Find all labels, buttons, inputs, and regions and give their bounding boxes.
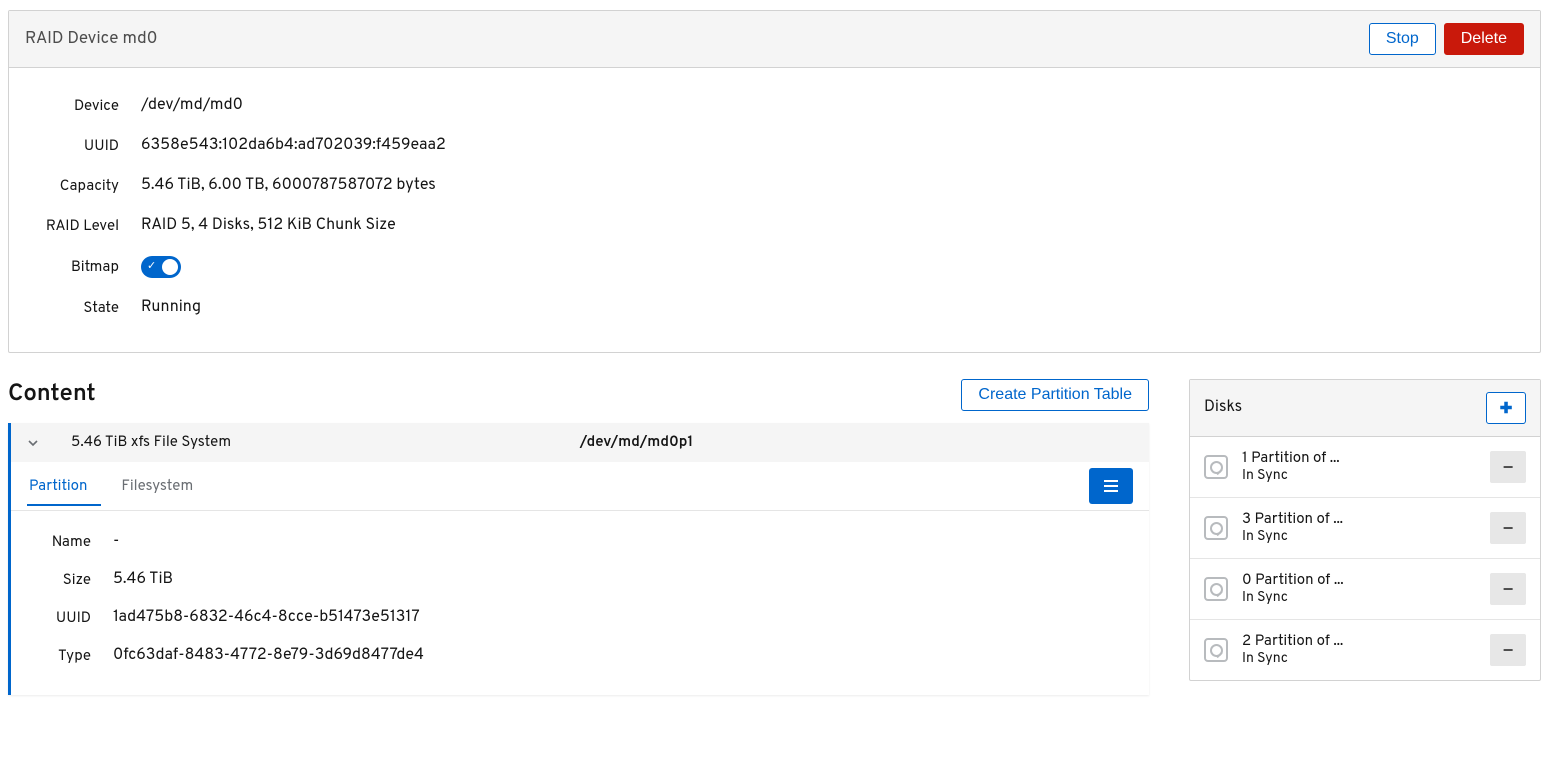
field-state: State Running bbox=[29, 288, 1520, 328]
disks-header: Disks ✚ bbox=[1190, 380, 1540, 437]
raidlevel-value: RAID 5, 4 Disks, 512 KiB Chunk Size bbox=[141, 216, 396, 236]
chevron-down-icon[interactable] bbox=[27, 437, 47, 449]
disks-title: Disks bbox=[1204, 398, 1242, 418]
disk-text: 3 Partition of ...In Sync bbox=[1242, 510, 1476, 546]
disk-item[interactable]: 2 Partition of ...In Sync − bbox=[1190, 620, 1540, 680]
tab-partition[interactable]: Partition bbox=[27, 467, 101, 506]
content-panel: 5.46 TiB xfs File System /dev/md/md0p1 P… bbox=[8, 423, 1149, 695]
minus-icon: − bbox=[1503, 518, 1514, 539]
partition-name-label: Name bbox=[31, 533, 91, 552]
partition-uuid: UUID 1ad475b8-6832-46c4-8cce-b51473e5131… bbox=[31, 599, 1129, 637]
disk-item[interactable]: 1 Partition of ...In Sync − bbox=[1190, 437, 1540, 498]
remove-disk-button[interactable]: − bbox=[1490, 634, 1526, 666]
disk-text: 2 Partition of ...In Sync bbox=[1242, 632, 1476, 668]
disk-title: 1 Partition of ... bbox=[1242, 449, 1476, 468]
harddisk-icon bbox=[1204, 516, 1228, 540]
disk-status: In Sync bbox=[1242, 651, 1476, 668]
add-disk-button[interactable]: ✚ bbox=[1486, 392, 1526, 424]
capacity-value: 5.46 TiB, 6.00 TB, 6000787587072 bytes bbox=[141, 176, 436, 196]
toggle-knob bbox=[162, 259, 178, 275]
bitmap-toggle[interactable]: ✓ bbox=[141, 256, 181, 278]
raid-title: RAID Device md0 bbox=[25, 28, 158, 50]
partition-uuid-value: 1ad475b8-6832-46c4-8cce-b51473e51317 bbox=[113, 608, 420, 628]
minus-icon: − bbox=[1503, 579, 1514, 600]
content-column: Content Create Partition Table 5.46 TiB … bbox=[8, 379, 1149, 695]
partition-type-label: Type bbox=[31, 647, 91, 666]
capacity-label: Capacity bbox=[29, 177, 119, 196]
harddisk-icon bbox=[1204, 455, 1228, 479]
disk-title: 0 Partition of ... bbox=[1242, 571, 1476, 590]
field-bitmap: Bitmap ✓ bbox=[29, 246, 1520, 288]
field-uuid: UUID 6358e543:102da6b4:ad702039:f459eaa2 bbox=[29, 126, 1520, 166]
delete-button[interactable]: Delete bbox=[1444, 23, 1524, 55]
state-value: Running bbox=[141, 298, 201, 318]
filesystem-description: 5.46 TiB xfs File System bbox=[71, 433, 580, 452]
check-icon: ✓ bbox=[147, 259, 156, 275]
content-title: Content bbox=[8, 380, 96, 410]
tab-filesystem[interactable]: Filesystem bbox=[119, 467, 207, 506]
tabs: Partition Filesystem bbox=[11, 462, 1149, 511]
partition-type-value: 0fc63daf-8483-4772-8e79-3d69d8477de4 bbox=[113, 646, 424, 666]
main-row: Content Create Partition Table 5.46 TiB … bbox=[8, 379, 1541, 695]
harddisk-icon bbox=[1204, 577, 1228, 601]
device-value: /dev/md/md0 bbox=[141, 96, 243, 116]
stop-button[interactable]: Stop bbox=[1369, 23, 1436, 55]
harddisk-icon bbox=[1204, 638, 1228, 662]
disks-panel: Disks ✚ 1 Partition of ...In Sync−3 Part… bbox=[1189, 379, 1541, 681]
disk-status: In Sync bbox=[1242, 590, 1476, 607]
disk-text: 0 Partition of ...In Sync bbox=[1242, 571, 1476, 607]
raid-panel: RAID Device md0 Stop Delete Device /dev/… bbox=[8, 10, 1541, 353]
disks-column: Disks ✚ 1 Partition of ...In Sync−3 Part… bbox=[1189, 379, 1541, 681]
partition-type: Type 0fc63daf-8483-4772-8e79-3d69d8477de… bbox=[31, 637, 1129, 675]
remove-disk-button[interactable]: − bbox=[1490, 451, 1526, 483]
disk-title: 3 Partition of ... bbox=[1242, 510, 1476, 529]
raid-actions: Stop Delete bbox=[1369, 23, 1524, 55]
partition-menu-button[interactable] bbox=[1089, 468, 1133, 504]
partition-size: Size 5.46 TiB bbox=[31, 561, 1129, 599]
remove-disk-button[interactable]: − bbox=[1490, 573, 1526, 605]
content-header: Content Create Partition Table bbox=[8, 379, 1149, 411]
raidlevel-label: RAID Level bbox=[29, 217, 119, 236]
partition-fields: Name - Size 5.46 TiB UUID 1ad475b8-6832-… bbox=[11, 511, 1149, 695]
device-label: Device bbox=[29, 97, 119, 116]
bitmap-label: Bitmap bbox=[29, 258, 119, 277]
remove-disk-button[interactable]: − bbox=[1490, 512, 1526, 544]
disk-status: In Sync bbox=[1242, 468, 1476, 485]
disk-text: 1 Partition of ...In Sync bbox=[1242, 449, 1476, 485]
partition-uuid-label: UUID bbox=[31, 609, 91, 628]
uuid-label: UUID bbox=[29, 137, 119, 156]
field-raidlevel: RAID Level RAID 5, 4 Disks, 512 KiB Chun… bbox=[29, 206, 1520, 246]
partition-size-label: Size bbox=[31, 571, 91, 590]
filesystem-row[interactable]: 5.46 TiB xfs File System /dev/md/md0p1 bbox=[11, 423, 1149, 462]
plus-icon: ✚ bbox=[1500, 399, 1513, 417]
field-device: Device /dev/md/md0 bbox=[29, 86, 1520, 126]
bars-icon bbox=[1103, 479, 1119, 493]
field-capacity: Capacity 5.46 TiB, 6.00 TB, 600078758707… bbox=[29, 166, 1520, 206]
disk-item[interactable]: 3 Partition of ...In Sync − bbox=[1190, 498, 1540, 559]
uuid-value: 6358e543:102da6b4:ad702039:f459eaa2 bbox=[141, 136, 446, 156]
minus-icon: − bbox=[1503, 457, 1514, 478]
raid-fields: Device /dev/md/md0 UUID 6358e543:102da6b… bbox=[9, 68, 1540, 352]
state-label: State bbox=[29, 299, 119, 318]
partition-size-value: 5.46 TiB bbox=[113, 570, 173, 590]
partition-name-value: - bbox=[113, 532, 119, 552]
tab-actions bbox=[1089, 462, 1133, 510]
filesystem-path: /dev/md/md0p1 bbox=[580, 433, 694, 452]
disk-status: In Sync bbox=[1242, 529, 1476, 546]
disks-list: 1 Partition of ...In Sync−3 Partition of… bbox=[1190, 437, 1540, 680]
disk-title: 2 Partition of ... bbox=[1242, 632, 1476, 651]
partition-name: Name - bbox=[31, 523, 1129, 561]
minus-icon: − bbox=[1503, 640, 1514, 661]
raid-panel-header: RAID Device md0 Stop Delete bbox=[9, 11, 1540, 68]
disk-item[interactable]: 0 Partition of ...In Sync − bbox=[1190, 559, 1540, 620]
create-partition-table-button[interactable]: Create Partition Table bbox=[961, 379, 1149, 411]
